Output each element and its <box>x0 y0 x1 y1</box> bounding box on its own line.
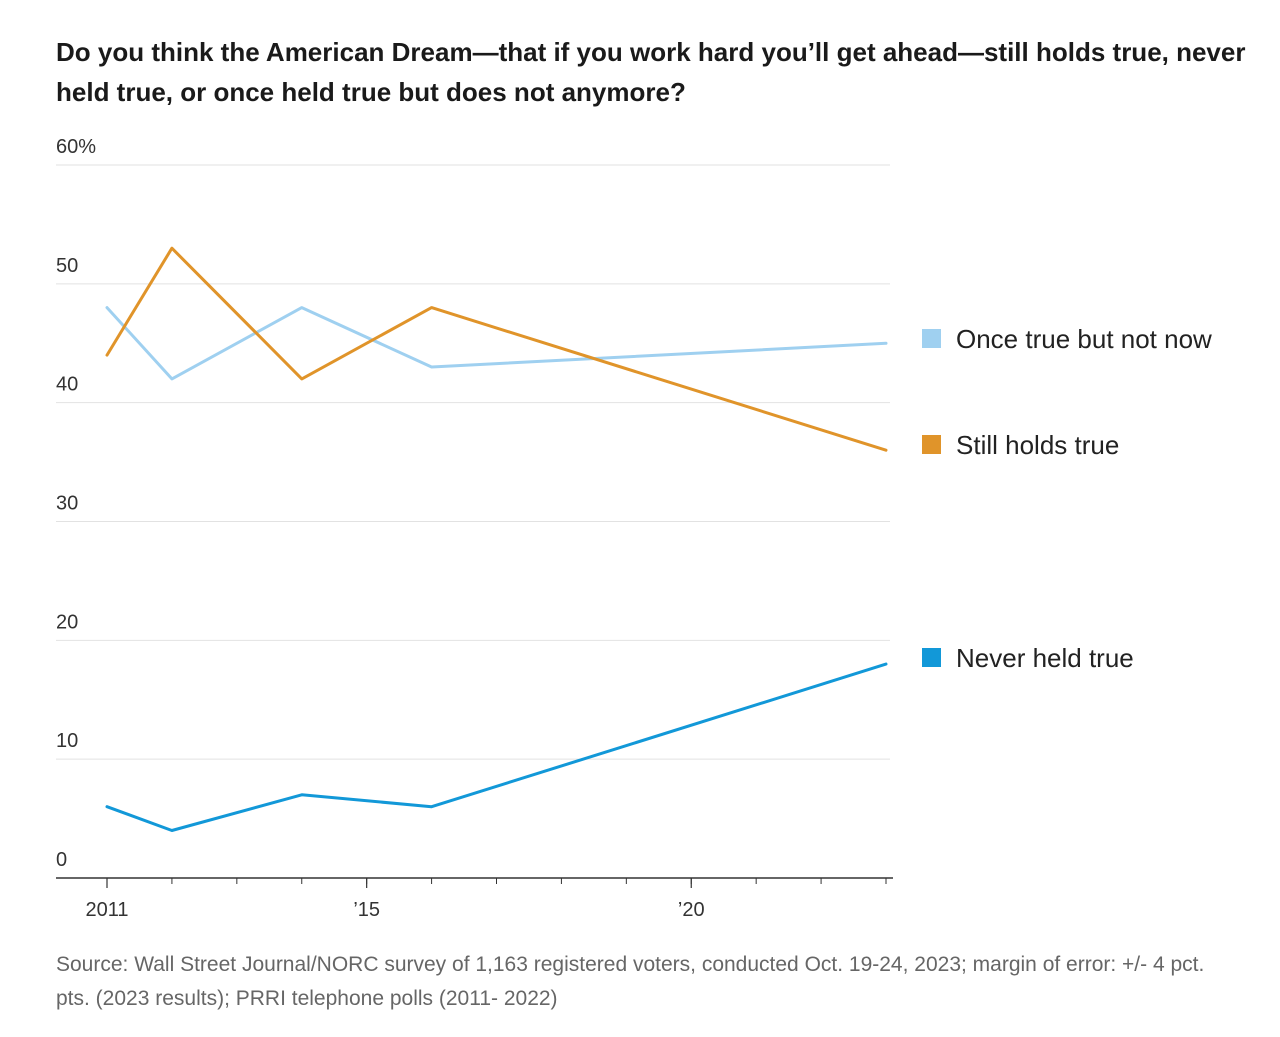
y-axis-labels: 60% 50 40 30 20 10 0 <box>56 136 96 871</box>
y-tick-label: 40 <box>56 374 78 396</box>
y-tick-label: 10 <box>56 730 78 752</box>
y-tick-label: 50 <box>56 255 78 277</box>
gridlines <box>56 164 890 760</box>
y-tick-label: 0 <box>56 849 67 871</box>
series-lines <box>105 246 888 832</box>
series-line <box>105 246 888 452</box>
x-tick-label: ’15 <box>353 899 380 921</box>
legend-swatch <box>922 648 941 667</box>
y-tick-label: 20 <box>56 611 78 633</box>
chart-title: Do you think the American Dream—that if … <box>56 37 1246 107</box>
legend-swatch <box>922 329 941 348</box>
y-tick-label: 60% <box>56 136 96 158</box>
legend-swatch <box>922 435 941 454</box>
legend-label: Never held true <box>956 643 1134 673</box>
y-tick-label: 30 <box>56 493 78 515</box>
x-tick-label: 2011 <box>85 899 128 921</box>
series-line <box>105 306 888 381</box>
source-note: Source: Wall Street Journal/NORC survey … <box>56 953 1205 1010</box>
series-line <box>105 662 888 832</box>
legend-label: Still holds true <box>956 430 1119 460</box>
x-tick-label: ’20 <box>678 899 705 921</box>
legend: Once true but not now Still holds true Nev… <box>922 324 1212 673</box>
legend-label: Once true but not now <box>956 324 1212 354</box>
x-axis: 2011 ’15 ’20 <box>56 877 893 921</box>
